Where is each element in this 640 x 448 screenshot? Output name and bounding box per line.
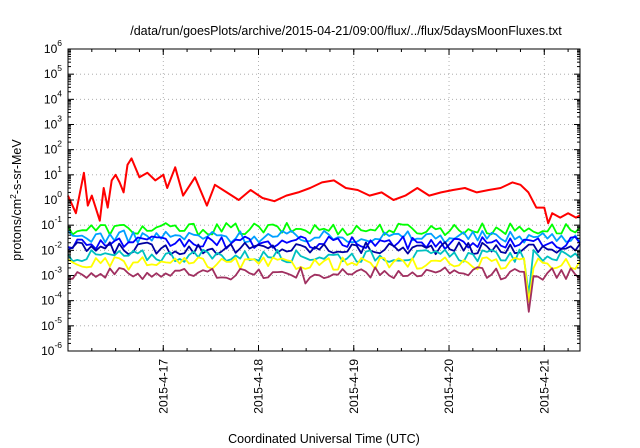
y-tick-exp: 0	[57, 189, 62, 199]
y-tick-base: 10	[44, 67, 58, 81]
y-tick-exp: -6	[54, 340, 62, 350]
y-tick-base: 10	[44, 42, 58, 56]
series-line-1	[67, 157, 581, 225]
y-tick-exp: 1	[57, 164, 62, 174]
chart-title: /data/run/goesPlots/archive/2015-04-21/0…	[130, 24, 562, 38]
x-axis-label: Coordinated Universal Time (UTC)	[228, 432, 420, 446]
y-tick-base: 10	[44, 143, 58, 157]
y-tick-exp: 3	[57, 114, 62, 124]
y-tick-exp: 5	[57, 63, 62, 73]
data-series	[67, 157, 581, 313]
y-tick-base: 10	[41, 294, 55, 308]
series-line-3	[67, 229, 581, 244]
x-tick-label: 2015-4-21	[537, 359, 551, 414]
y-axis-label-sup: 2	[8, 194, 18, 199]
y-tick-exp: -4	[54, 290, 62, 300]
y-tick-exp: 6	[57, 38, 62, 48]
y-tick-base: 10	[44, 118, 58, 132]
y-tick-label: 10-4	[41, 290, 62, 308]
series-line-8	[67, 266, 581, 313]
y-tick-base: 10	[41, 344, 55, 358]
x-tick-label: 2015-4-18	[252, 359, 266, 414]
y-tick-label: 101	[44, 164, 62, 182]
y-tick-label: 103	[44, 114, 62, 132]
y-tick-label: 105	[44, 63, 62, 81]
grid-lines	[68, 49, 580, 351]
series-line-2	[67, 222, 581, 237]
y-axis-label-rest: -s-sr-MeV	[10, 139, 24, 195]
y-tick-base: 10	[41, 269, 55, 283]
y-tick-base: 10	[41, 319, 55, 333]
y-tick-label: 10-5	[41, 315, 62, 333]
y-tick-exp: -1	[54, 214, 62, 224]
y-tick-base: 10	[44, 168, 58, 182]
y-axis-ticks: 10-610-510-410-310-210-11001011021031041…	[41, 38, 580, 358]
y-tick-exp: -5	[54, 315, 62, 325]
y-tick-base: 10	[44, 193, 58, 207]
y-tick-label: 106	[44, 38, 62, 56]
y-tick-label: 10-1	[41, 214, 62, 232]
y-tick-label: 104	[44, 88, 62, 106]
y-tick-exp: -3	[54, 265, 62, 275]
x-tick-label: 2015-4-17	[156, 359, 170, 414]
y-tick-exp: 4	[57, 88, 62, 98]
x-tick-label: 2015-4-20	[442, 359, 456, 414]
y-axis-label: protons/cm2-s-sr-MeV	[8, 139, 24, 261]
y-tick-label: 10-3	[41, 265, 62, 283]
y-tick-base: 10	[41, 218, 55, 232]
y-axis-label-base: protons/cm	[10, 199, 24, 261]
y-tick-label: 10-2	[41, 239, 62, 257]
x-tick-label: 2015-4-19	[347, 359, 361, 414]
y-tick-exp: -2	[54, 239, 62, 249]
x-axis-ticks: 2015-4-17 2015-4-18 2015-4-19 2015-4-20 2015…	[67, 49, 569, 414]
y-tick-exp: 2	[57, 139, 62, 149]
series-line-6	[67, 248, 581, 296]
y-tick-label: 100	[44, 189, 62, 207]
series-line-5	[67, 241, 581, 256]
y-tick-base: 10	[41, 243, 55, 257]
y-tick-label: 10-6	[41, 340, 62, 358]
series-line-7	[67, 256, 581, 303]
y-tick-base: 10	[44, 92, 58, 106]
y-tick-label: 102	[44, 139, 62, 157]
